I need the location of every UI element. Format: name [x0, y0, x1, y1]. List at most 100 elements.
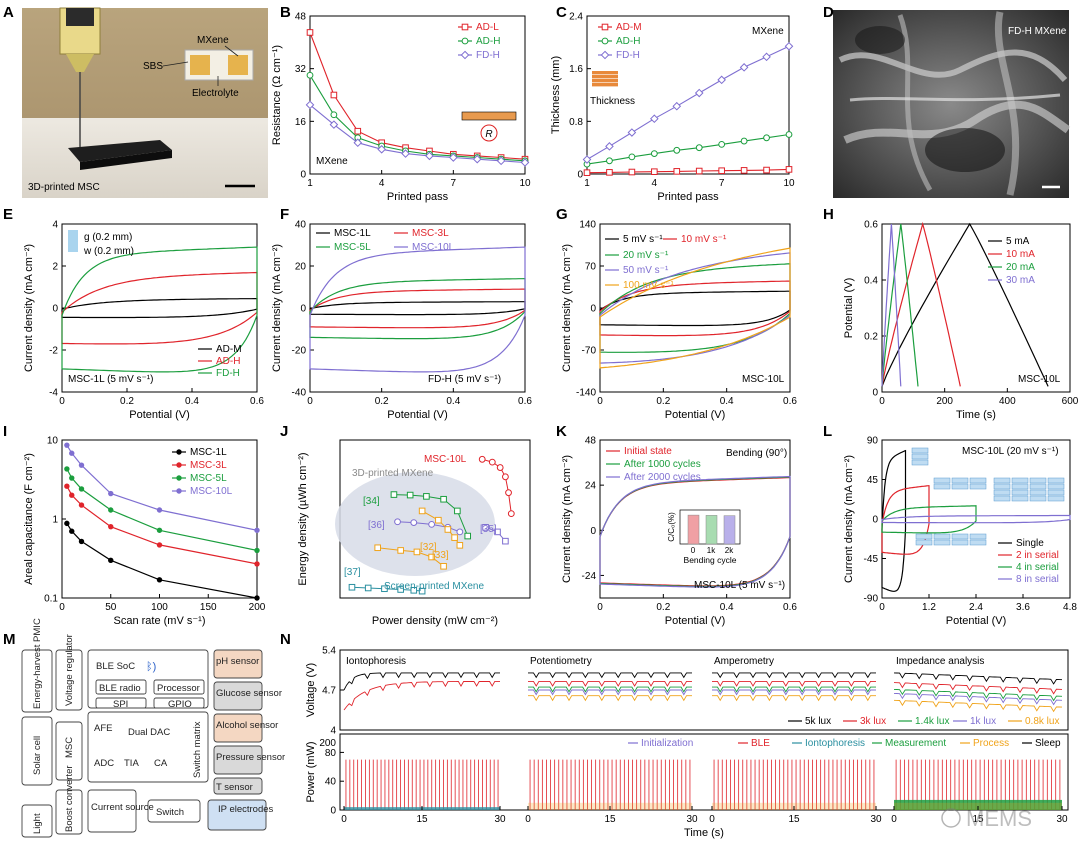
y-axis-label: Potential (V) [843, 278, 855, 339]
data-point [108, 507, 114, 513]
series-label: MSC-10L [424, 454, 467, 465]
voltage-trace [712, 672, 876, 679]
sensor-label-4: T sensor [216, 782, 253, 793]
y-tick-label: 0 [300, 304, 306, 315]
data-point [69, 450, 75, 456]
series-cell-icon [969, 539, 987, 546]
data-point [64, 442, 70, 448]
x-tick-label: 1.2 [922, 602, 936, 613]
legend-label: 2 in serial [1016, 550, 1059, 561]
series-label: [36] [368, 520, 385, 531]
chart-h: 0 200 400 600 0 0.2 0.4 0.6 Time (s) Potential (V… [843, 220, 1079, 422]
annotation: MSC-10L (5 mV s⁻¹) [694, 580, 785, 591]
ip-electrodes-box [207, 799, 267, 831]
x-tick-label: 0.2 [656, 396, 670, 407]
panel-d-sem: FD-H MXene [833, 10, 1071, 198]
y-tick-label: 16 [295, 117, 307, 128]
group-label: 3D-printed MXene [352, 468, 434, 479]
y-tick-label: 2.4 [569, 12, 583, 23]
sensor-label-2: Alcohol sensor [216, 720, 278, 731]
inset-layer [592, 75, 618, 79]
y-tick-label: 0.4 [864, 276, 878, 287]
panel-letter-f: F [280, 206, 289, 223]
legend-label: BLE [751, 738, 770, 749]
x-tick-label: 10 [783, 178, 795, 189]
legend-label: Sleep [1035, 738, 1061, 749]
data-point [330, 91, 338, 99]
data-point [397, 547, 404, 554]
y-tick-label: 32 [295, 64, 307, 75]
data-point [108, 557, 114, 564]
power-frame [339, 733, 1069, 811]
cv-curve [309, 246, 526, 373]
voltage-trace [712, 695, 876, 702]
data-point [156, 542, 163, 548]
data-point [354, 127, 362, 135]
x-axis-label: Power density (mW cm⁻²) [372, 615, 498, 627]
voltage-trace [893, 699, 1063, 713]
y-tick-label: 0 [590, 304, 596, 315]
series-cell-icon [969, 533, 987, 540]
plot-frame [586, 15, 790, 175]
data-point [718, 167, 725, 175]
series-line [586, 168, 790, 174]
series-cell-icon [933, 483, 951, 490]
data-point [254, 547, 260, 554]
x-tick-label: 0.6 [250, 396, 264, 407]
bending-label: Bending (90°) [726, 448, 787, 459]
cv-curve [61, 298, 258, 319]
inset-w-label: w (0.2 mm) [83, 246, 134, 257]
legend-label: MSC-3L [190, 460, 227, 471]
panel-letter-i: I [3, 423, 7, 440]
legend-label: 10 mA [1006, 249, 1035, 260]
legend-label: MSC-5L [190, 473, 227, 484]
legend-label: MSC-10L [412, 242, 455, 253]
screen-printed-label: Screen-printed MXene [384, 581, 484, 592]
data-point [449, 153, 458, 162]
legend-label: 4 in serial [1016, 562, 1059, 573]
panel-letter-l: L [823, 423, 832, 440]
y-tick-label: 24 [585, 481, 597, 492]
data-point [410, 587, 418, 594]
gcd-curve [881, 221, 961, 387]
data-point [650, 150, 658, 157]
legend-label: Initial state [624, 446, 672, 457]
inset-bar [687, 514, 700, 545]
series-cell-icon [1029, 483, 1047, 490]
voltage-trace [712, 686, 876, 693]
x-axis-label: Potential (V) [665, 615, 726, 627]
chart-g: 0 0.2 0.4 0.6 -140 -70 0 70 140 Potential (V) Curr… [561, 220, 797, 422]
panel-letter-g: G [556, 206, 568, 223]
data-point [583, 169, 591, 176]
plot-frame [61, 439, 258, 599]
series-cell-icon [951, 483, 969, 490]
y-tick-label: 200 [319, 738, 336, 749]
legend-marker [176, 488, 182, 494]
y-tick-label: 20 [295, 262, 307, 273]
y-tick-label: 1.6 [569, 64, 583, 75]
chart-l: 0 1.2 2.4 3.6 4.8 -90 -45 0 45 90 Potential (V) Cur… [843, 436, 1077, 628]
data-point [418, 507, 426, 515]
y-tick-label: 0 [52, 304, 58, 315]
legend-marker [176, 462, 182, 468]
block-light: Light [32, 813, 43, 834]
series-cell-icon [933, 539, 951, 546]
y-tick-label: 90 [867, 436, 879, 447]
series-cell-icon [993, 483, 1011, 490]
series-cell-icon [1029, 477, 1047, 484]
series-cell-icon [911, 453, 929, 460]
y-tick-label: -45 [864, 554, 879, 565]
legend-label: 0.8k lux [1025, 716, 1059, 727]
cv-curve [309, 288, 526, 329]
data-point [601, 37, 609, 45]
x-tick-label: 7 [719, 178, 725, 189]
chart-f: 0 0.2 0.4 0.6 -40 -20 0 20 40 Potential (V) Curren… [271, 220, 532, 422]
cv-curve [61, 246, 258, 373]
data-point [69, 475, 75, 481]
watermark: MEMS [941, 806, 1032, 831]
voltage-trace [343, 672, 500, 691]
voltage-trace [528, 672, 692, 679]
x-axis-label: Time (s) [684, 827, 724, 839]
inset-layer [592, 71, 618, 75]
data-point [425, 151, 434, 161]
